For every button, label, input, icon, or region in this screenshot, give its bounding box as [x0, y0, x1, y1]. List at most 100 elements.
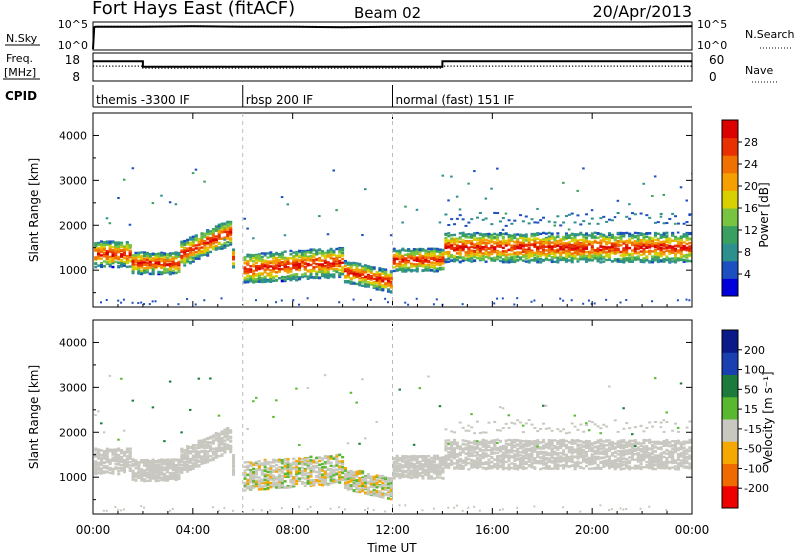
velocity-cell [108, 374, 112, 377]
power-cell [269, 260, 273, 263]
velocity-cell [94, 452, 98, 455]
power-cell [320, 268, 324, 271]
power-cell [464, 251, 468, 254]
power-cell [387, 275, 391, 278]
power-cell [111, 253, 115, 256]
power-cell [269, 280, 273, 283]
power-cell [616, 236, 620, 239]
power-cell [260, 252, 264, 255]
power-cell [550, 241, 554, 244]
power-cell [521, 255, 525, 258]
power-cell [625, 243, 629, 247]
velocity-cell [99, 460, 103, 464]
power-cell [249, 279, 253, 283]
power-cell [570, 248, 574, 251]
power-cell [507, 259, 511, 262]
power-cell [323, 252, 327, 255]
power-cell [117, 257, 121, 260]
velocity-cell [111, 450, 115, 453]
power-cell [243, 276, 247, 280]
velocity-cell [197, 441, 201, 444]
power-cell [544, 253, 548, 256]
power-cell [653, 241, 657, 245]
power-cell [674, 257, 678, 260]
power-cell [475, 242, 479, 245]
power-cell [343, 275, 347, 278]
power-cell [263, 268, 267, 272]
power-cell [441, 260, 445, 263]
velocity-cell [203, 449, 207, 453]
power-cell [516, 246, 520, 250]
power-cell [441, 255, 445, 259]
power-cell [197, 241, 201, 244]
power-cell [283, 269, 287, 273]
velocity-cell [197, 442, 201, 446]
power-cell [447, 224, 451, 227]
power-cell [168, 264, 172, 268]
power-cell [252, 277, 256, 281]
power-cell [298, 259, 302, 263]
power-cell [421, 256, 425, 260]
velocity-cell [223, 447, 227, 451]
power-cell [372, 267, 376, 271]
power-cell [676, 245, 680, 248]
power-cell [145, 264, 149, 267]
power-cell [473, 255, 477, 259]
velocity-cell [140, 479, 144, 482]
power-cell [510, 260, 514, 264]
power-cell [94, 262, 98, 265]
power-cell [559, 247, 563, 250]
power-cell [567, 234, 571, 237]
power-cell [590, 259, 594, 262]
power-cell [352, 282, 356, 285]
velocity-cell [206, 443, 210, 447]
power-cell [338, 274, 342, 277]
power-cell [320, 254, 324, 257]
power-cell [375, 285, 379, 289]
power-cell [427, 256, 431, 259]
power-cell [504, 239, 508, 243]
power-cell [102, 260, 106, 263]
power-cell [682, 247, 686, 250]
power-cell [628, 260, 632, 263]
velocity-cell [122, 462, 126, 466]
velocity-cell [197, 450, 201, 454]
power-cell [665, 246, 669, 249]
power-cell [467, 255, 471, 259]
power-cell [366, 277, 370, 280]
power-cell [619, 250, 623, 254]
velocity-cell [166, 467, 170, 471]
power-cell [329, 255, 333, 258]
velocity-cell [157, 476, 161, 480]
power-cell [254, 255, 258, 258]
velocity-cell [203, 444, 207, 448]
power-cell [246, 262, 250, 266]
velocity-cell [134, 466, 138, 470]
power-cell [674, 247, 678, 250]
velocity-cell [166, 470, 170, 474]
power-cell [166, 263, 170, 267]
noise-right-tick-bottom: 10^0 [697, 39, 727, 52]
power-cell [478, 242, 482, 246]
power-cell [653, 252, 657, 255]
velocity-cell [197, 455, 201, 458]
power-cell [496, 238, 500, 242]
power-cell [636, 236, 640, 239]
power-cell [343, 264, 347, 268]
velocity-cell [105, 458, 109, 461]
power-cell [203, 251, 207, 254]
frequency-frame [92, 52, 693, 82]
power-cell [398, 254, 402, 257]
power-cell [99, 243, 103, 246]
power-cell [168, 270, 172, 274]
power-cell [576, 214, 580, 217]
power-cell [587, 222, 591, 225]
velocity-cell [94, 470, 98, 473]
power-cell [358, 269, 362, 272]
power-cell [645, 240, 649, 244]
power-cell [470, 233, 474, 236]
power-cell [128, 259, 132, 262]
power-cell [114, 245, 118, 248]
power-cell [467, 233, 471, 236]
